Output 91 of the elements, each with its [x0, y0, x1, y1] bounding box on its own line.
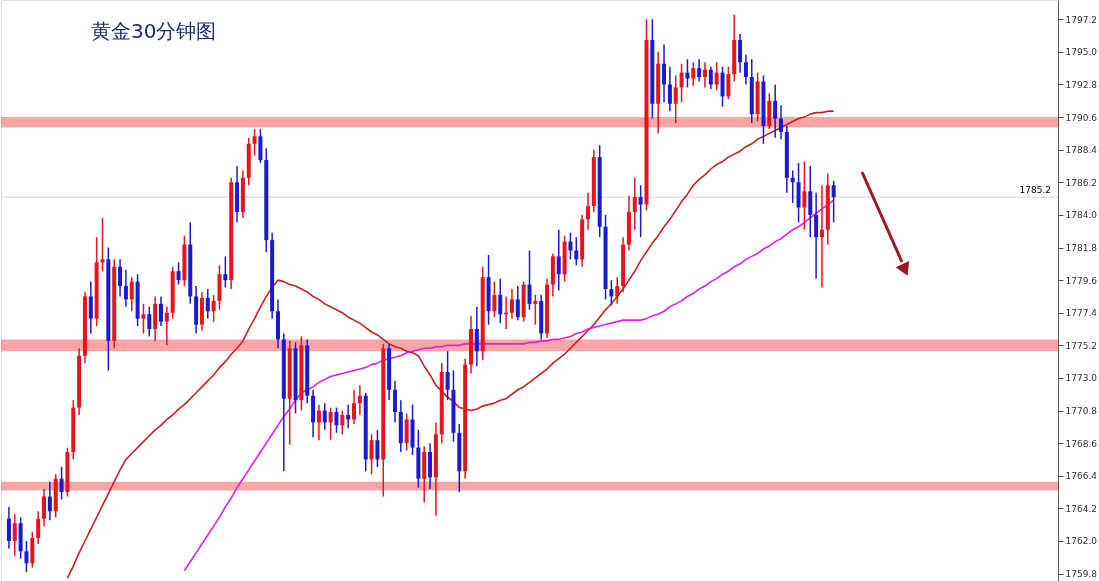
y-tick-label: 1784.0	[1065, 210, 1098, 221]
y-tick-label: 1770.8	[1065, 406, 1098, 417]
candlestick	[6, 506, 11, 550]
candlestick	[375, 429, 380, 468]
candlestick	[369, 433, 374, 476]
line-series	[66, 110, 835, 579]
candlestick	[726, 65, 731, 101]
candlestick	[316, 403, 321, 441]
candlestick	[673, 74, 678, 124]
text: 黄金30分钟图	[91, 19, 217, 43]
candlestick	[802, 160, 807, 231]
candlestick	[585, 191, 590, 231]
candlestick	[445, 350, 450, 401]
candlestick	[702, 61, 707, 89]
y-tick-label: 1792.8	[1065, 79, 1098, 90]
candlestick	[667, 65, 672, 112]
candlestick	[147, 306, 152, 338]
candlestick	[533, 294, 538, 326]
candlestick	[574, 236, 579, 267]
candlestick	[662, 43, 667, 104]
candlestick	[609, 279, 614, 307]
candlestick	[334, 406, 339, 434]
candlestick	[123, 269, 128, 308]
y-tick-label: 1762.0	[1065, 536, 1098, 547]
candlestick	[819, 184, 824, 289]
y-tick-label: 1779.6	[1065, 275, 1098, 286]
candlestick	[509, 288, 514, 320]
candlestick	[808, 165, 813, 238]
candlestick	[708, 65, 713, 90]
candlestick	[685, 58, 690, 89]
candlestick	[100, 217, 105, 272]
candlestick	[779, 104, 784, 141]
y-tick-label: 1781.8	[1065, 243, 1098, 254]
y-tick-label: 1777.4	[1065, 308, 1098, 319]
candlestick	[697, 58, 702, 83]
candlestick	[211, 294, 216, 323]
candlestick	[831, 180, 836, 224]
candlestick	[492, 280, 497, 318]
y-tick-label: 1797.2	[1065, 14, 1097, 25]
candlestick	[720, 65, 725, 108]
candlestick	[404, 412, 409, 452]
candlestick	[118, 258, 123, 298]
candlestick	[743, 54, 748, 86]
ref-line-label: 1785.2	[1019, 185, 1051, 196]
candlestick	[738, 33, 743, 74]
y-tick-label: 1768.6	[1065, 438, 1098, 449]
candlestick	[714, 61, 719, 92]
candlestick	[36, 510, 41, 545]
candlestick	[223, 255, 228, 289]
candlestick	[42, 488, 47, 527]
y-tick-label: 1773.0	[1065, 373, 1098, 384]
y-tick-label: 1775.2	[1065, 340, 1097, 351]
candlestick	[159, 295, 163, 327]
y-tick-label: 1786.2	[1065, 177, 1097, 188]
candlestick	[556, 228, 561, 292]
y-tick-label: 1788.4	[1065, 145, 1098, 156]
candlestick	[328, 406, 333, 441]
candlestick	[632, 177, 637, 231]
candlestick	[691, 61, 696, 87]
candlestick	[176, 261, 181, 286]
candlestick	[474, 306, 479, 367]
candlestick	[638, 184, 643, 238]
y-tick-label: 1766.4	[1065, 471, 1098, 482]
candlestick	[12, 513, 17, 557]
candlestick	[352, 389, 357, 425]
candlestick	[24, 540, 29, 573]
candlestick	[205, 288, 210, 320]
candlestick	[59, 466, 64, 501]
y-tick-label: 1795.0	[1065, 47, 1098, 58]
candlestick	[129, 276, 134, 312]
candlestick	[392, 380, 397, 424]
candlestick	[340, 409, 345, 436]
candlestick	[773, 83, 778, 139]
candlestick	[515, 285, 520, 321]
y-tick-label: 1759.8	[1065, 569, 1098, 580]
candlestick	[357, 384, 362, 416]
candlestick	[47, 480, 52, 521]
candlestick	[814, 191, 819, 280]
candlestick	[527, 249, 532, 311]
candlestick	[252, 128, 257, 157]
y-tick-label: 1764.2	[1065, 503, 1097, 514]
candlestick	[141, 303, 146, 335]
candlestick	[258, 128, 263, 164]
candlestick	[164, 306, 169, 347]
candlestick	[679, 62, 684, 104]
candlestick	[498, 277, 503, 324]
candlestick	[615, 276, 620, 305]
candlestick	[322, 402, 327, 431]
y-tick-label: 1790.6	[1065, 112, 1098, 123]
line-series	[183, 199, 835, 572]
candlestick	[88, 280, 93, 335]
